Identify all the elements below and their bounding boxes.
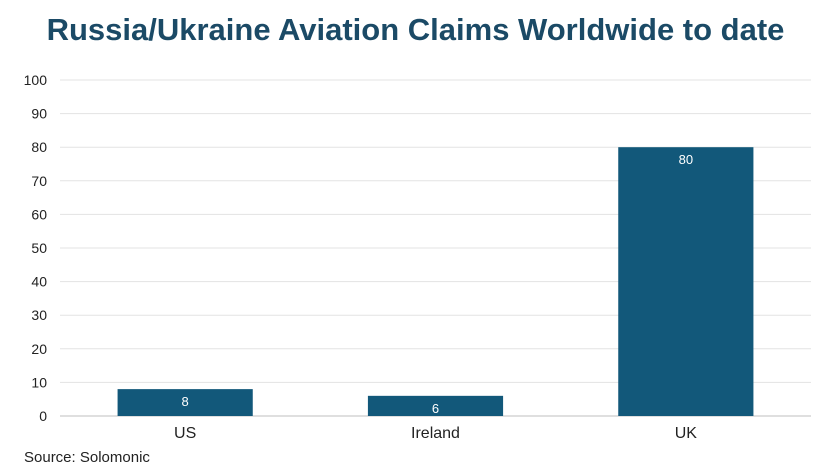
y-tick-label: 70 [31, 173, 47, 189]
x-category-label: Ireland [411, 425, 460, 442]
y-tick-label: 100 [24, 72, 48, 88]
x-axis: US Ireland UK [174, 425, 697, 442]
y-tick-label: 20 [31, 341, 47, 357]
y-tick-label: 80 [31, 139, 47, 155]
bars: 8 6 80 [117, 147, 754, 416]
y-tick-label: 50 [31, 240, 47, 256]
bar-uk [618, 147, 754, 416]
chart-title: Russia/Ukraine Aviation Claims Worldwide… [46, 12, 785, 47]
data-label: 80 [679, 152, 693, 167]
y-tick-label: 10 [31, 374, 47, 390]
y-tick-label: 30 [31, 307, 47, 323]
y-axis: 0 10 20 30 40 50 60 70 80 90 100 [24, 72, 48, 424]
bar-ireland [367, 395, 504, 416]
y-tick-label: 90 [31, 106, 47, 122]
y-tick-label: 60 [31, 206, 47, 222]
bar-us [117, 389, 253, 416]
source-note: Source: Solomonic [24, 449, 150, 466]
y-tick-label: 40 [31, 274, 47, 290]
x-category-label: UK [675, 425, 698, 442]
data-label: 6 [432, 401, 439, 416]
y-tick-label: 0 [39, 408, 47, 424]
x-category-label: US [174, 425, 196, 442]
data-label: 8 [182, 394, 189, 409]
gridlines [60, 79, 811, 417]
